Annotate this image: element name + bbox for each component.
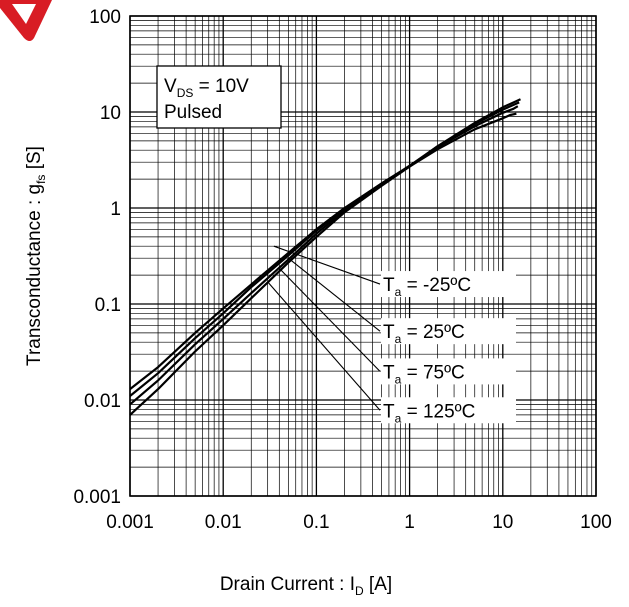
callout-line — [288, 257, 381, 332]
condition-vds-value: = 10V — [193, 76, 249, 97]
series-label-background — [381, 318, 516, 345]
x-tick-label: 0.01 — [205, 512, 242, 533]
series-labels: Ta = -25ºC Ta = 25ºC Ta = 75ºC Ta = 125ºC — [381, 271, 516, 425]
x-tick-label: 100 — [580, 512, 612, 533]
series-curves — [129, 98, 521, 416]
x-tick-label: 10 — [492, 512, 513, 533]
series-line — [129, 98, 521, 416]
y-tick-labels: 0.001 0.01 0.1 1 10 100 — [73, 7, 121, 508]
series-line — [129, 105, 519, 397]
x-tick-label: 1 — [404, 512, 415, 533]
y-tick-label: 10 — [100, 103, 121, 124]
x-tick-labels: 0.001 0.01 0.1 1 10 100 — [106, 512, 612, 533]
y-tick-label: 100 — [89, 7, 121, 28]
condition-vds-sub: DS — [177, 86, 194, 100]
callout-line — [278, 267, 381, 372]
series-label: Ta = 125ºC — [383, 401, 475, 425]
series-label-background — [381, 271, 516, 298]
plot-frame — [129, 15, 597, 497]
series-callout-lines — [267, 245, 381, 411]
series-label: Ta = -25ºC — [383, 275, 471, 299]
y-tick-label: 0.1 — [95, 295, 121, 316]
callout-line — [267, 281, 381, 411]
series-label: Ta = 75ºC — [383, 362, 465, 386]
series-label-background — [381, 397, 516, 424]
y-tick-label: 0.001 — [73, 487, 121, 508]
condition-pulsed: Pulsed — [164, 102, 222, 123]
callout-line — [273, 245, 381, 285]
svg-text:VDS = 10V: VDS = 10V — [164, 76, 249, 100]
y-axis-label: Transconductance : gfs [S] — [24, 146, 48, 366]
x-tick-label: 0.1 — [303, 512, 329, 533]
series-label-background — [381, 358, 516, 385]
y-tick-label: 1 — [110, 199, 121, 220]
x-tick-label: 0.001 — [106, 512, 154, 533]
publisher-logo — [0, 0, 52, 41]
series-label: Ta = 25ºC — [383, 322, 465, 346]
condition-vds-main: V — [164, 76, 177, 97]
condition-box: VDS = 10V Pulsed — [156, 65, 282, 129]
x-axis-label: Drain Current : ID [A] — [220, 574, 392, 598]
series-line — [129, 112, 517, 390]
y-tick-label: 0.01 — [84, 391, 121, 412]
